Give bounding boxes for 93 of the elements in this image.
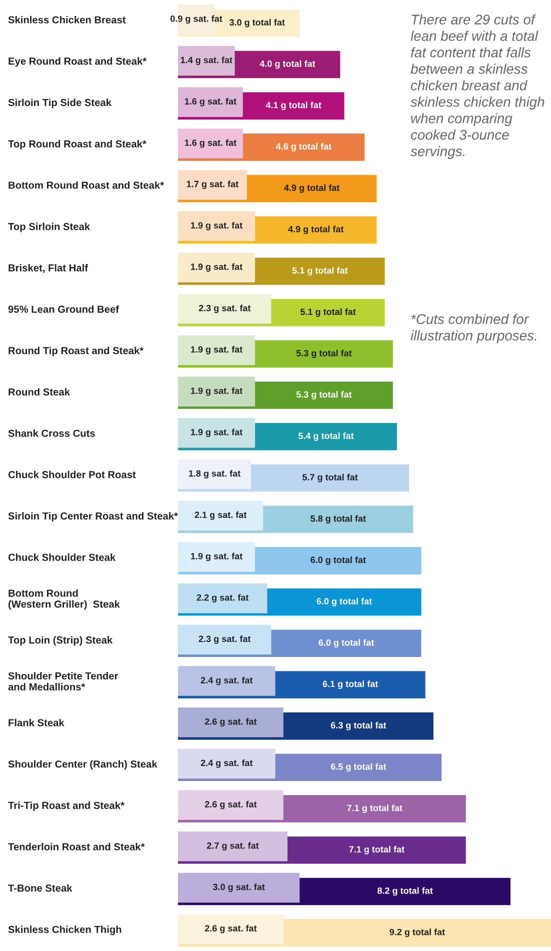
y-tick-label: Tenderloin Roast and Steak* [8,842,145,850]
y-tick-label: Round Tip Roast and Steak* [8,346,144,356]
y-tick-label: Bottom Round Roast and Steak* [8,181,164,189]
bar [178,624,272,655]
data-label: 5.3 g total fat [296,350,352,358]
bar [178,252,256,282]
data-label: 5.1 g total fat [300,308,356,317]
data-label: 2.6 g sat. fat [204,924,257,934]
data-label: 2.3 g sat. fat [198,635,251,644]
bar [178,211,256,242]
y-tick-label: Skinless Chicken Thigh [8,926,122,936]
y-tick-label: Skinless Chicken Breast [8,16,126,24]
data-label: 1.8 g sat. fat [188,470,240,478]
data-label: 6.3 g total fat [330,722,386,730]
bar [178,832,288,862]
y-tick-label: Top Round Roast and Steak* [8,140,146,150]
data-label: 1.9 g sat. fat [191,428,242,438]
data-label: 2.4 g sat. fat [200,676,253,686]
y-tick-label: Sirloin Tip Side Steak [8,98,112,108]
bar [178,872,300,903]
data-label: 6.0 g total fat [316,598,372,606]
data-label: 6.0 g total fat [318,639,374,648]
bar [178,376,256,406]
y-tick-label: Round Steak [8,388,70,396]
annotation: *Cuts combined for illustration purposes. [410,314,536,344]
data-label: 8.2 g total fat [377,887,433,896]
data-label: 1.9 g sat. fat [191,263,242,272]
data-label: 0.9 g sat. fat [170,15,222,24]
bar [178,583,268,614]
data-label: 2.6 g sat. fat [204,800,257,810]
bar [178,748,276,779]
text: There are 29 cuts of lean beef with a total fat content that falls between a skinless chicken breast and skinless chicken thigh when comparing cooked 3-ounce servings. [410,14,544,159]
y-tick-label: Eye Round Roast and Steak* [8,57,147,67]
y-tick-label: Shoulder Center (Ranch) Steak [8,760,158,770]
y-tick-label: Tri-Tip Roast and Steak* [8,802,124,812]
data-label: 1.6 g sat. fat [184,139,236,148]
bar [178,46,235,76]
bar [178,294,272,324]
data-label: 1.9 g sat. fat [191,387,242,396]
data-label: 3.0 g sat. fat [212,884,265,892]
bar [178,418,256,448]
data-label: 2.6 g sat. fat [204,718,257,727]
data-label: 1.7 g sat. fat [186,180,238,190]
data-label: 6.1 g total fat [322,680,378,689]
bar [178,707,284,738]
bar [178,666,276,696]
data-label: 2.7 g sat. fat [206,842,259,851]
data-label: 5.1 g total fat [292,267,348,276]
bar [178,87,243,118]
data-label: 2.1 g sat. fat [194,511,247,520]
data-label: 1.9 g sat. fat [191,346,242,354]
y-tick-label: Chuck Shoulder Pot Roast [8,470,136,478]
y-tick-label: Shoulder Petite Tender and Medallions* [8,672,118,690]
data-label: 2.3 g sat. fat [198,304,251,314]
data-label: 5.3 g total fat [296,391,352,400]
y-tick-label: Shank Cross Cuts [8,429,95,437]
data-label: 6.5 g total fat [330,763,386,772]
bar [178,459,251,490]
bar [178,128,243,158]
y-tick-label: Chuck Shoulder Steak [8,553,116,561]
data-label: 5.7 g total fat [302,474,358,482]
y-tick-label: T-Bone Steak [8,884,72,892]
data-label: 4.1 g total fat [266,102,322,110]
y-tick-label: Brisket, Flat Half [8,264,88,273]
y-tick-label: Top Sirloin Steak [8,222,90,232]
bar [178,790,284,820]
data-label: 4.6 g total fat [276,142,332,152]
bar [178,335,256,366]
data-label: 7.1 g total fat [349,846,404,854]
data-label: 5.4 g total fat [298,432,354,441]
bar [178,542,256,572]
data-label: 9.2 g total fat [390,928,445,938]
y-tick-label: Sirloin Tip Center Roast and Steak* [8,512,178,522]
data-label: 1.6 g sat. fat [184,98,236,106]
data-label: 1.9 g sat. fat [191,552,242,562]
data-label: 1.9 g sat. fat [191,222,242,230]
y-tick-label: Bottom Round (Western Griller) Steak [8,589,120,610]
data-label: 3.0 g total fat [229,18,285,28]
y-tick-label: Top Loin (Strip) Steak [8,636,113,646]
data-label: 4.9 g total fat [284,184,340,193]
data-label: 7.1 g total fat [347,804,402,813]
data-label: 6.0 g total fat [310,556,366,565]
bar [178,500,264,530]
data-label: 4.0 g total fat [260,60,316,69]
data-label: 5.8 g total fat [310,515,366,524]
data-label: 1.4 g sat. fat [180,56,232,66]
data-label: 2.4 g sat. fat [200,759,253,768]
y-tick-label: 95% Lean Ground Beef [8,305,120,313]
bar [178,170,247,200]
bar [178,914,284,944]
data-label: 4.9 g total fat [288,226,344,234]
data-label: 2.2 g sat. fat [196,594,249,603]
y-tick-label: Flank Steak [8,718,64,726]
